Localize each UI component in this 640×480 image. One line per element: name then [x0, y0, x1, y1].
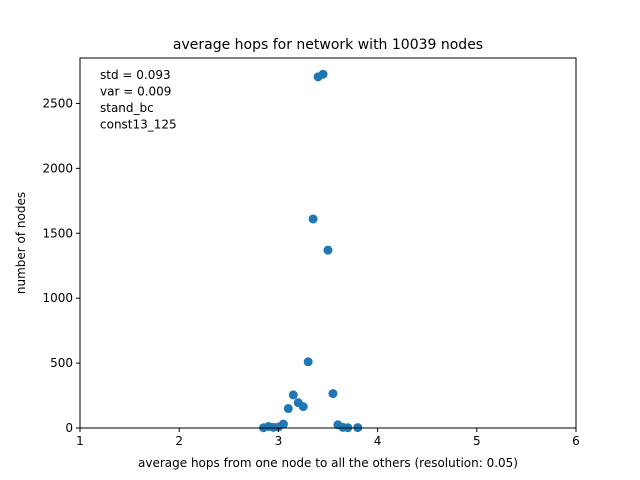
x-ticks: 1 2 3 4 5 6: [76, 428, 580, 448]
annotation-line: const13_125: [100, 118, 177, 132]
data-point: [278, 419, 288, 429]
data-point: [283, 404, 293, 414]
x-axis-label: average hops from one node to all the ot…: [138, 456, 518, 470]
y-tick-label: 500: [50, 356, 73, 370]
data-point: [318, 69, 328, 79]
y-tick-label: 2500: [42, 96, 73, 110]
y-tick-label: 1000: [42, 291, 73, 305]
annotation-line: var = 0.009: [100, 85, 171, 99]
data-point: [288, 390, 298, 400]
y-tick-label: 2000: [42, 161, 73, 175]
y-ticks: 0 500 1000 1500 2000 2500: [42, 96, 80, 435]
y-axis-label: number of nodes: [14, 192, 28, 294]
annotation-line: std = 0.093: [100, 68, 171, 82]
points-layer: [259, 69, 363, 433]
x-tick-label: 2: [175, 434, 183, 448]
chart-title: average hops for network with 10039 node…: [173, 37, 483, 53]
annotation-block: std = 0.093 var = 0.009 stand_bc const13_12…: [100, 68, 177, 132]
y-tick-label: 0: [65, 421, 73, 435]
x-tick-label: 5: [473, 434, 481, 448]
plot-frame: [79, 57, 577, 429]
x-tick-label: 3: [275, 434, 283, 448]
x-tick-label: 6: [572, 434, 580, 448]
annotation-line: stand_bc: [100, 101, 154, 115]
plot-area: [80, 58, 576, 428]
data-point: [308, 214, 318, 224]
data-point: [298, 402, 308, 412]
y-tick-label: 1500: [42, 226, 73, 240]
data-point: [303, 357, 313, 367]
data-point: [328, 389, 338, 399]
x-tick-label: 1: [76, 434, 84, 448]
x-tick-label: 4: [374, 434, 382, 448]
data-point: [323, 245, 333, 255]
